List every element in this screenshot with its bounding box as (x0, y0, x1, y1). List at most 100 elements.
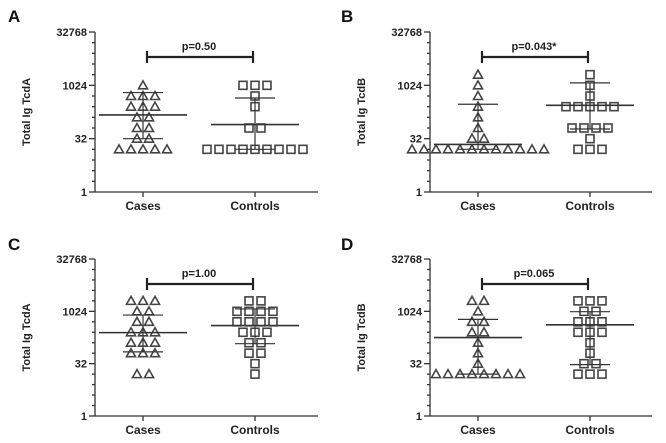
data-point-case (478, 132, 490, 143)
data-point-control (585, 144, 595, 155)
data-point-case (442, 368, 454, 379)
p-value-label: p=0.043* (512, 41, 558, 53)
data-point-case (143, 111, 155, 122)
data-point-case (149, 347, 161, 358)
data-point-case (131, 315, 143, 327)
data-point-case (149, 143, 161, 154)
chart-panel-c: C Total Ig TcdA 32768 1024 32 1 Cases Controls p… (8, 235, 318, 437)
y-tick-label: 32768 (391, 254, 422, 266)
data-point-case (143, 305, 155, 316)
data-point-control (573, 296, 583, 306)
y-axis-label: Total Ig TcdB (356, 303, 368, 371)
data-point-control (597, 144, 607, 155)
data-point-control (232, 316, 242, 327)
data-point-control (585, 369, 595, 379)
data-point-control (238, 80, 248, 91)
data-point-case (472, 68, 484, 79)
data-point-case (538, 143, 550, 154)
chart-panel-b: B Total Ig TcdB 32768 1024 32 1 Cases Controls p… (341, 7, 652, 213)
data-point-control (591, 358, 601, 369)
data-point-control (256, 316, 266, 327)
data-point-control (256, 296, 266, 306)
data-point-case (478, 294, 490, 306)
y-tick-label: 1024 (63, 306, 88, 318)
data-point-case (131, 111, 143, 122)
data-point-case (466, 132, 478, 143)
data-point-case (149, 326, 161, 337)
data-point-control (268, 316, 278, 327)
data-point-control (579, 123, 589, 133)
panel-letter: A (8, 7, 20, 26)
data-point-control (298, 144, 308, 155)
panel-letter: C (8, 235, 20, 254)
data-point-case (514, 143, 526, 154)
data-point-control (244, 316, 254, 327)
data-point-control (573, 101, 583, 112)
p-value-label: p=0.065 (514, 268, 555, 280)
data-point-control (262, 327, 272, 338)
y-tick-label: 32 (410, 359, 422, 371)
data-point-control (609, 101, 619, 112)
x-tick-label: Controls (230, 199, 280, 213)
p-value-label: p=0.50 (182, 41, 217, 53)
data-point-case (502, 143, 514, 154)
data-point-control (226, 144, 236, 155)
y-axis-label: Total Ig TcdA (21, 303, 33, 371)
data-point-case (149, 336, 161, 348)
data-point-control (250, 358, 260, 369)
data-point-control (597, 101, 607, 112)
x-tick-label: Controls (230, 423, 280, 437)
data-point-case (502, 368, 514, 379)
data-point-case (137, 294, 149, 306)
x-tick-label: Controls (565, 423, 615, 437)
data-point-case (406, 143, 418, 154)
data-point-case (466, 326, 478, 337)
data-point-case (466, 294, 478, 306)
data-point-case (143, 315, 155, 327)
data-point-case (137, 143, 149, 154)
y-tick-label: 32 (410, 134, 422, 146)
data-point-control (597, 316, 607, 327)
y-tick-label: 1024 (398, 306, 423, 318)
data-point-control (286, 144, 296, 155)
data-point-case (442, 143, 454, 154)
data-point-case (472, 79, 484, 90)
y-tick-label: 32 (75, 359, 87, 371)
data-point-control (274, 144, 284, 155)
panel-letter: D (341, 235, 353, 254)
x-tick-label: Cases (125, 423, 161, 437)
data-point-control (256, 348, 266, 359)
data-point-case (131, 368, 143, 379)
data-point-case (430, 368, 442, 379)
data-point-case (478, 326, 490, 337)
data-point-control (250, 80, 260, 91)
data-point-case (472, 89, 484, 101)
data-point-case (125, 347, 137, 358)
data-point-control (603, 123, 613, 133)
data-point-control (250, 369, 260, 379)
y-tick-label: 32768 (56, 27, 87, 39)
y-tick-label: 32768 (56, 254, 87, 266)
data-point-control (244, 306, 254, 317)
data-point-control (262, 80, 272, 91)
data-point-case (131, 121, 143, 133)
data-point-case (472, 305, 484, 316)
y-tick-label: 1024 (63, 80, 88, 92)
data-point-control (244, 348, 254, 359)
data-point-case (125, 100, 137, 111)
data-point-case (137, 79, 149, 90)
data-point-control (573, 316, 583, 327)
panel-letter: B (341, 7, 353, 26)
data-point-control (256, 306, 266, 317)
y-tick-label: 1 (416, 411, 422, 423)
p-value-label: p=1.00 (182, 268, 217, 280)
data-point-control (256, 337, 266, 348)
data-point-control (567, 123, 577, 133)
data-point-case (430, 143, 442, 154)
data-point-case (137, 347, 149, 358)
y-tick-label: 1 (81, 187, 87, 199)
x-tick-label: Cases (460, 423, 496, 437)
y-tick-label: 32 (75, 134, 87, 146)
data-point-case (514, 368, 526, 379)
data-point-control (268, 306, 278, 317)
